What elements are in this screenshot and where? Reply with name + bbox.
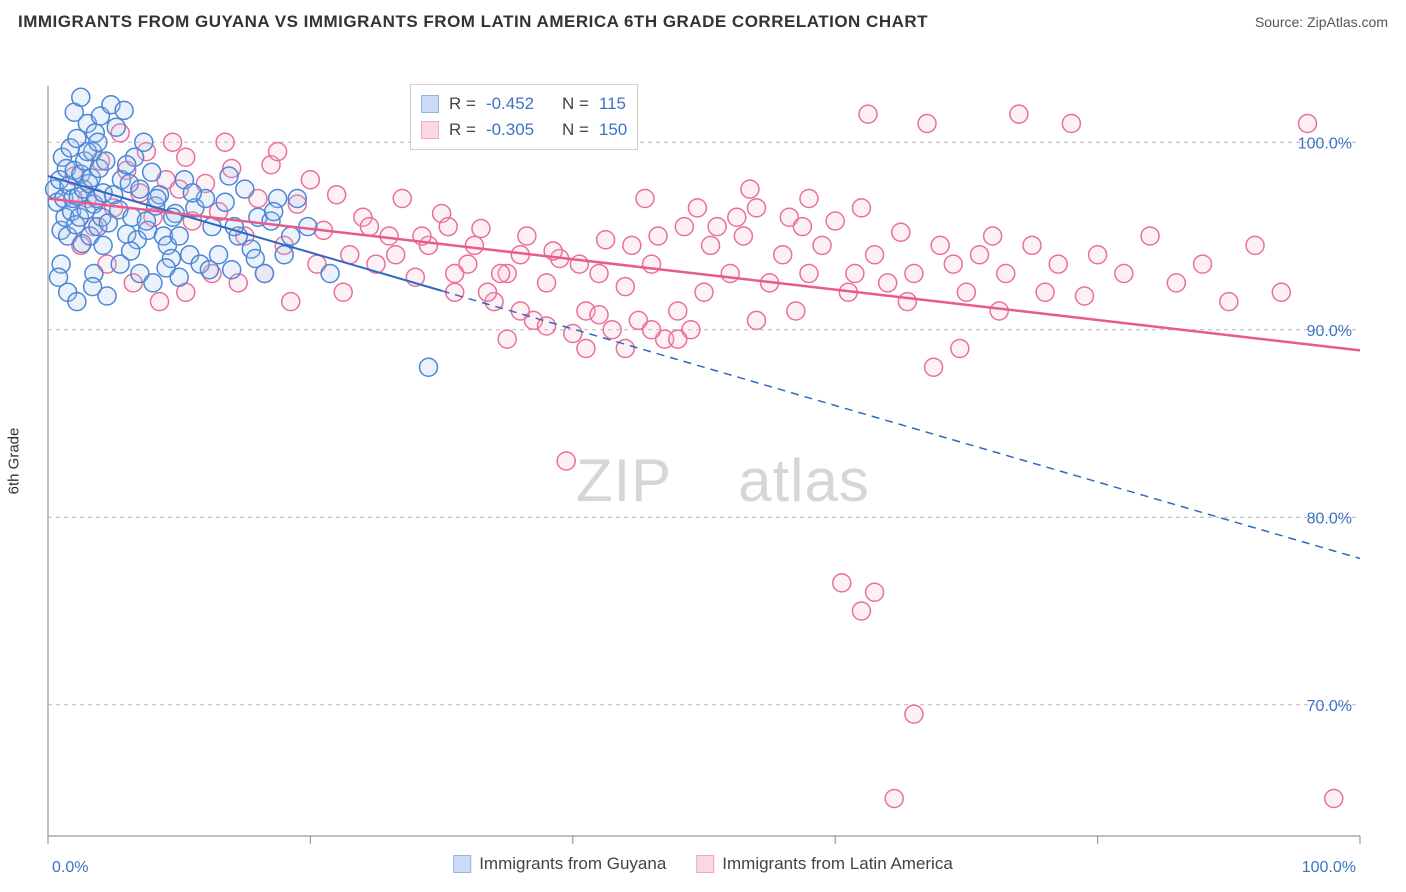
legend-item-latin: Immigrants from Latin America bbox=[696, 854, 953, 874]
chart-title: IMMIGRANTS FROM GUYANA VS IMMIGRANTS FRO… bbox=[18, 12, 928, 32]
r-value: -0.305 bbox=[486, 120, 544, 140]
legend-row-guyana: R = -0.452 N = 115 bbox=[421, 91, 627, 117]
legend-swatch bbox=[453, 855, 471, 873]
svg-text:0.0%: 0.0% bbox=[52, 859, 88, 876]
legend-item-guyana: Immigrants from Guyana bbox=[453, 854, 666, 874]
svg-text:100.0%: 100.0% bbox=[1298, 135, 1352, 152]
legend-row-latin: R = -0.305 N = 150 bbox=[421, 117, 627, 143]
legend-swatch bbox=[421, 95, 439, 113]
r-value: -0.452 bbox=[486, 94, 544, 114]
svg-text:70.0%: 70.0% bbox=[1307, 698, 1352, 715]
n-label: N = bbox=[562, 94, 589, 114]
legend-label: Immigrants from Guyana bbox=[479, 854, 666, 874]
n-value: 115 bbox=[599, 94, 626, 114]
svg-text:atlas: atlas bbox=[738, 447, 870, 514]
n-label: N = bbox=[562, 120, 589, 140]
r-label: R = bbox=[449, 120, 476, 140]
plot-area: 6th Grade 70.0%80.0%90.0%100.0%0.0%100.0… bbox=[0, 36, 1406, 886]
series-legend: Immigrants from Guyana Immigrants from La… bbox=[453, 854, 953, 874]
legend-swatch bbox=[421, 121, 439, 139]
n-value: 150 bbox=[599, 120, 627, 140]
r-label: R = bbox=[449, 94, 476, 114]
svg-text:ZIP: ZIP bbox=[576, 447, 672, 514]
svg-text:100.0%: 100.0% bbox=[1302, 859, 1356, 876]
source-label: Source: ZipAtlas.com bbox=[1255, 14, 1388, 30]
legend-label: Immigrants from Latin America bbox=[722, 854, 953, 874]
svg-text:80.0%: 80.0% bbox=[1307, 510, 1352, 527]
legend-swatch bbox=[696, 855, 714, 873]
scatter-chart: 70.0% 80.0% 90.0% 100.0% 0.0% 100.0% ZIP atlas bbox=[0, 36, 1406, 886]
svg-text:90.0%: 90.0% bbox=[1307, 323, 1352, 340]
correlation-legend: R = -0.452 N = 115 R = -0.305 N = 150 bbox=[410, 84, 638, 150]
